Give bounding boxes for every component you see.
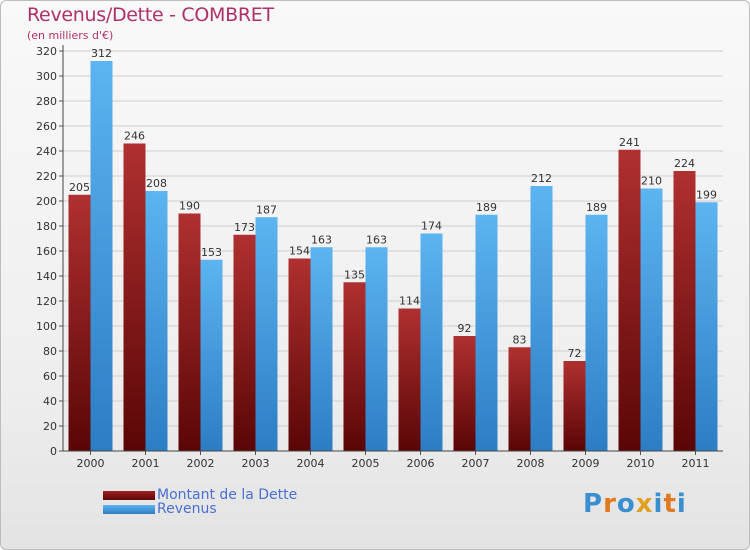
y-tick-label: 60	[43, 370, 57, 383]
bar-debt	[233, 234, 256, 451]
y-tick-label: 320	[36, 45, 57, 58]
legend-label-revenue: Revenus	[157, 501, 217, 517]
value-label-debt: 135	[344, 268, 365, 281]
x-tick-label: 2011	[682, 457, 710, 470]
x-tick-label: 2003	[242, 457, 270, 470]
value-label-debt: 190	[179, 200, 200, 213]
x-tick-label: 2009	[572, 457, 600, 470]
logo-letter: i	[676, 489, 687, 519]
value-label-debt: 72	[568, 347, 582, 360]
bar-revenue	[585, 214, 608, 451]
y-tick-label: 40	[43, 395, 57, 408]
y-tick-label: 240	[36, 145, 57, 158]
y-tick-label: 280	[36, 95, 57, 108]
value-label-revenue: 189	[476, 201, 497, 214]
chart-title: Revenus/Dette - COMBRET	[27, 4, 274, 26]
value-label-revenue: 312	[91, 47, 112, 60]
value-label-debt: 224	[674, 157, 695, 170]
bar-revenue	[530, 186, 553, 451]
legend-swatch-debt	[103, 490, 155, 500]
bar-debt	[288, 258, 311, 451]
x-tick-label: 2001	[132, 457, 160, 470]
y-tick-label: 300	[36, 70, 57, 83]
bar-revenue	[310, 247, 333, 451]
proxiti-logo: Proxiti	[583, 489, 687, 519]
logo-letter: i	[653, 489, 664, 519]
chart-subtitle: (en milliers d'€)	[27, 29, 114, 42]
bar-debt	[563, 361, 586, 451]
bar-revenue	[695, 202, 718, 451]
bar-revenue	[365, 247, 388, 451]
value-label-debt: 241	[619, 136, 640, 149]
value-label-revenue: 208	[146, 177, 167, 190]
bar-debt	[68, 194, 91, 451]
x-tick-label: 2006	[407, 457, 435, 470]
logo-letter: t	[663, 489, 677, 519]
bar-revenue	[90, 61, 113, 451]
legend-swatch-revenue	[103, 504, 155, 514]
y-tick-label: 0	[50, 445, 57, 458]
value-label-revenue: 212	[531, 172, 552, 185]
value-label-revenue: 187	[256, 203, 277, 216]
y-tick-label: 180	[36, 220, 57, 233]
bar-revenue	[475, 214, 498, 451]
bar-revenue	[420, 233, 443, 451]
y-tick-label: 100	[36, 320, 57, 333]
bar-debt	[508, 347, 531, 451]
value-label-debt: 92	[458, 322, 472, 335]
x-tick-label: 2002	[187, 457, 215, 470]
bar-debt	[618, 149, 641, 451]
bar-revenue	[640, 188, 663, 451]
value-label-debt: 114	[399, 295, 420, 308]
y-tick-label: 200	[36, 195, 57, 208]
value-label-debt: 205	[69, 181, 90, 194]
bar-revenue	[200, 259, 223, 451]
bar-debt	[343, 282, 366, 451]
x-tick-label: 2007	[462, 457, 490, 470]
value-label-revenue: 199	[696, 188, 717, 201]
value-label-revenue: 210	[641, 175, 662, 188]
value-label-debt: 246	[124, 130, 145, 143]
y-tick-label: 120	[36, 295, 57, 308]
x-tick-label: 2000	[77, 457, 105, 470]
bar-debt	[673, 171, 696, 451]
logo-letter: x	[635, 489, 654, 519]
y-tick-label: 80	[43, 345, 57, 358]
legend-label-debt: Montant de la Dette	[157, 487, 298, 503]
value-label-debt: 154	[289, 245, 310, 258]
y-tick-label: 260	[36, 120, 57, 133]
x-tick-label: 2010	[627, 457, 655, 470]
y-tick-label: 220	[36, 170, 57, 183]
y-tick-label: 140	[36, 270, 57, 283]
bar-debt	[178, 213, 201, 451]
legend-item-debt: Montant de la Dette	[103, 487, 297, 503]
value-label-debt: 173	[234, 221, 255, 234]
value-label-revenue: 153	[201, 246, 222, 259]
value-label-debt: 83	[513, 333, 527, 346]
y-tick-label: 20	[43, 420, 57, 433]
bar-revenue	[255, 217, 278, 451]
legend-item-revenue: Revenus	[103, 501, 217, 517]
y-tick-label: 160	[36, 245, 57, 258]
x-tick-label: 2008	[517, 457, 545, 470]
value-label-revenue: 163	[366, 233, 387, 246]
x-tick-label: 2005	[352, 457, 380, 470]
logo-letter: r	[603, 489, 617, 519]
logo-letter: o	[616, 489, 636, 519]
bar-revenue	[145, 191, 168, 451]
bar-debt	[453, 336, 476, 451]
x-tick-label: 2004	[297, 457, 325, 470]
bar-debt	[123, 143, 146, 451]
value-label-revenue: 189	[586, 201, 607, 214]
bar-debt	[398, 308, 421, 451]
value-label-revenue: 163	[311, 233, 332, 246]
value-label-revenue: 174	[421, 220, 442, 233]
logo-letter: P	[583, 489, 604, 519]
